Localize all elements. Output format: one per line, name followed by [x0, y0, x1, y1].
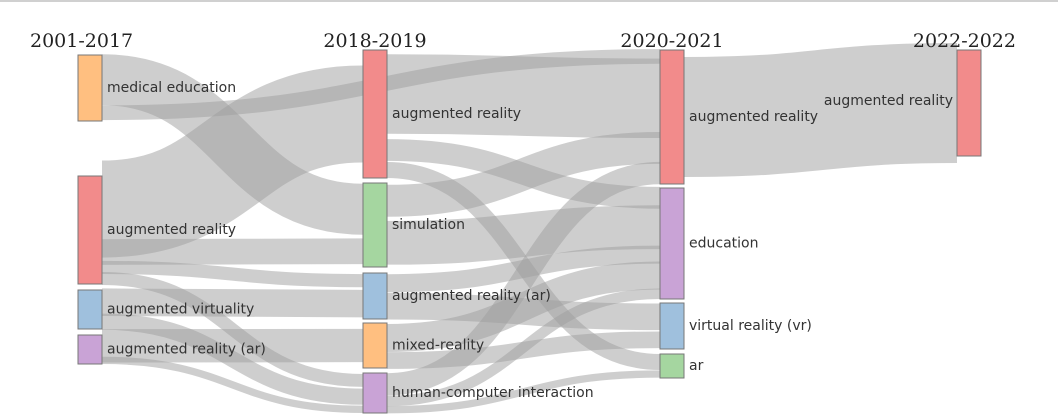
- node-c0_medical[interactable]: [77, 54, 103, 122]
- node-label-c1_arar: augmented reality (ar): [392, 288, 551, 304]
- node-label-c0_av: augmented virtuality: [107, 302, 254, 318]
- node-c0_av[interactable]: [77, 289, 103, 330]
- column-title-2: 2020-2021: [620, 30, 723, 52]
- node-label-c1_ar: augmented reality: [392, 106, 521, 122]
- node-label-c0_medical: medical education: [107, 80, 236, 96]
- link-c0_av-to-c1_arar: [101, 288, 364, 318]
- link-c1_hci-to-c2_ar2: [386, 370, 661, 414]
- link-c0_ar-to-c1_ar: [100, 65, 365, 258]
- node-label-c2_edu: education: [689, 236, 758, 252]
- node-label-c3_ar: augmented reality: [824, 93, 953, 109]
- node-label-c0_arar: augmented reality (ar): [107, 342, 266, 358]
- node-c2_ar[interactable]: [659, 49, 685, 185]
- link-c0_ar-to-c1_sim: [101, 238, 364, 265]
- node-c1_mr[interactable]: [362, 322, 388, 369]
- column-title-1: 2018-2019: [323, 30, 426, 52]
- node-label-c0_ar: augmented reality: [107, 222, 236, 238]
- node-label-c2_ar: augmented reality: [689, 109, 818, 125]
- link-c1_sim-to-c2_edu: [386, 205, 661, 265]
- top-border: [0, 0, 1058, 2]
- node-c1_hci[interactable]: [362, 372, 388, 414]
- node-c3_ar[interactable]: [956, 49, 982, 157]
- node-c2_ar2[interactable]: [659, 353, 685, 379]
- node-c0_arar[interactable]: [77, 334, 103, 365]
- link-c0_ar-to-c1_arar: [101, 260, 364, 288]
- node-label-c1_sim: simulation: [392, 217, 465, 233]
- link-c1_mr-to-c2_edu: [386, 261, 661, 353]
- column-titles: 2001-2017 2018-2019 2020-2021 2022-2022: [30, 30, 1016, 52]
- link-c1_hci-to-c2_edu: [386, 288, 661, 407]
- node-c2_vr[interactable]: [659, 302, 685, 350]
- links-layer: [100, 43, 958, 414]
- node-c1_ar[interactable]: [362, 49, 388, 179]
- link-c2_ar-to-c3_ar: [683, 43, 958, 177]
- node-c1_sim[interactable]: [362, 182, 388, 268]
- link-c1_sim-to-c2_ar: [386, 131, 661, 217]
- nodes-layer: [77, 49, 982, 414]
- node-label-c2_ar2: ar: [689, 358, 704, 374]
- node-label-c1_mr: mixed-reality: [392, 338, 484, 354]
- link-c1_ar-to-c2_ar: [386, 54, 661, 139]
- node-label-c1_hci: human-computer interaction: [392, 385, 594, 401]
- link-c0_arar-to-c1_hci: [101, 356, 364, 413]
- node-c0_ar[interactable]: [77, 175, 103, 285]
- link-c1_hci-to-c2_ar: [386, 161, 661, 396]
- node-c1_arar[interactable]: [362, 272, 388, 320]
- column-title-3: 2022-2022: [913, 30, 1016, 52]
- labels-layer: medical education augmented reality augmen…: [107, 80, 953, 401]
- node-c2_edu[interactable]: [659, 187, 685, 300]
- column-title-0: 2001-2017: [30, 30, 133, 52]
- node-label-c2_vr: virtual reality (vr): [689, 318, 812, 334]
